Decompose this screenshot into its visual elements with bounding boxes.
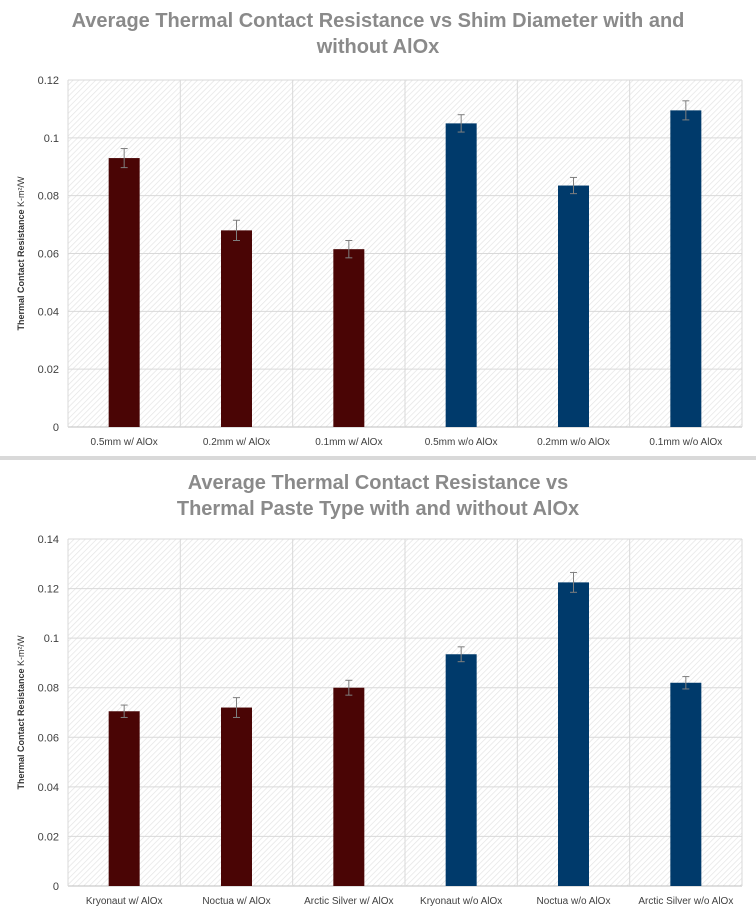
error-bar [233, 697, 240, 718]
y-tick-label: 0.02 [38, 831, 59, 843]
x-tick-label: 0.2mm w/o AlOx [537, 437, 610, 448]
x-tick-label: 0.2mm w/ AlOx [203, 437, 270, 448]
error-bar [345, 239, 353, 259]
error-bar [457, 114, 465, 133]
x-tick-label: Kryonaut w/o AlOx [420, 896, 502, 907]
chart-title-line-1: Average Thermal Contact Resistance vs Sh… [71, 10, 685, 32]
bar [558, 582, 589, 886]
y-tick-label: 0.12 [38, 75, 59, 87]
error-bar [457, 646, 465, 663]
y-tick-label: 0.1 [44, 633, 59, 645]
chart-panel-shim-diameter: Average Thermal Contact Resistance vs Sh… [0, 0, 756, 456]
error-bar [120, 704, 128, 718]
x-tick-label: 0.5mm w/o AlOx [425, 437, 498, 448]
y-axis-label: Thermal Contact Resistance K-m²/W [16, 635, 26, 790]
chart-title: Average Thermal Contact Resistance vs Th… [0, 470, 756, 522]
bar [333, 687, 365, 886]
x-tick-label: Arctic Silver w/o AlOx [638, 896, 733, 907]
bars [108, 571, 702, 886]
gridlines [67, 79, 743, 428]
y-tick-label: 0.04 [38, 306, 59, 318]
y-tick-label: 0.08 [38, 191, 59, 203]
bar [221, 230, 252, 427]
error-bar [570, 571, 577, 593]
y-tick-label: 0.04 [38, 782, 59, 794]
error-bar [233, 219, 240, 241]
chart-title-line-2: without AlOx [316, 36, 440, 58]
x-tick-label: 0.5mm w/ AlOx [91, 437, 158, 448]
chart-title-line-1: Average Thermal Contact Resistance vs [187, 472, 569, 494]
x-tick-label: Noctua w/o AlOx [537, 896, 611, 907]
bar [558, 185, 589, 427]
y-axis-label-unit: K-m²/W [16, 176, 26, 207]
error-bar [570, 176, 577, 195]
bar [445, 123, 477, 427]
y-tick-labels: 0 0.02 0.04 0.06 0.08 0.1 0.12 0.14 [38, 534, 59, 893]
bar [221, 707, 252, 886]
x-tick-label: 0.1mm w/ AlOx [315, 437, 382, 448]
y-tick-label: 0.06 [38, 249, 59, 261]
y-axis-label-unit: K-m²/W [16, 635, 26, 666]
bar [670, 110, 702, 428]
bar [670, 682, 702, 886]
x-tick-label: Noctua w/ AlOx [202, 896, 270, 907]
chart-title: Average Thermal Contact Resistance vs Sh… [0, 8, 756, 60]
chart-panel-paste-type: Average Thermal Contact Resistance vs Th… [0, 460, 756, 916]
gridlines [67, 538, 743, 887]
y-tick-labels: 0 0.02 0.04 0.06 0.08 0.1 0.12 [38, 75, 59, 434]
bar-chart-paste-type: 0 0.02 0.04 0.06 0.08 0.1 0.12 0.14 Thermal Cont… [16, 534, 743, 907]
y-axis-label-text: Thermal Contact Resistance [16, 207, 26, 331]
bar-chart-shim-diameter: 0 0.02 0.04 0.06 0.08 0.1 0.12 Thermal Contact … [16, 75, 743, 448]
y-tick-label: 0 [53, 422, 59, 434]
y-tick-label: 0.14 [38, 534, 59, 546]
y-tick-label: 0 [53, 881, 59, 893]
error-bar [682, 100, 690, 121]
y-axis-label: Thermal Contact Resistance K-m²/W [16, 176, 26, 331]
chart-title-line-2: Thermal Paste Type with and without AlOx [176, 498, 580, 520]
y-tick-label: 0.12 [38, 584, 59, 596]
x-tick-label: Arctic Silver w/ AlOx [304, 896, 393, 907]
bar [445, 654, 477, 886]
bars [108, 100, 702, 428]
error-bar [120, 148, 128, 169]
y-tick-label: 0.02 [38, 364, 59, 376]
x-tick-label: 0.1mm w/o AlOx [649, 437, 722, 448]
panel-divider [0, 456, 756, 460]
x-tick-label: Kryonaut w/ AlOx [86, 896, 163, 907]
y-tick-label: 0.06 [38, 732, 59, 744]
error-bar [682, 676, 690, 690]
error-bar [345, 679, 353, 696]
bar [333, 249, 365, 427]
bar [108, 711, 140, 886]
y-tick-label: 0.08 [38, 683, 59, 695]
y-tick-label: 0.1 [44, 133, 59, 145]
y-axis-label-text: Thermal Contact Resistance [16, 666, 26, 790]
bar [108, 158, 140, 427]
